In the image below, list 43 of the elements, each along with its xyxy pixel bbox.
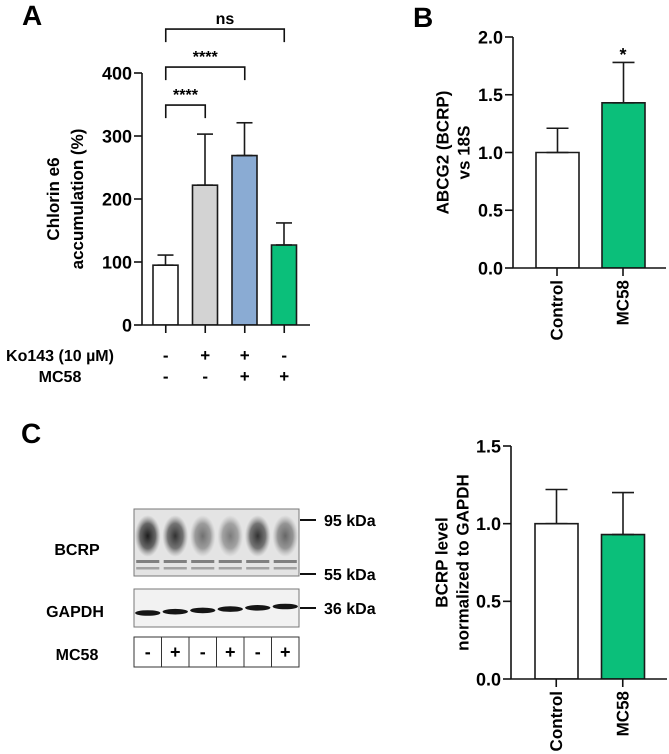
category-label: - <box>200 642 206 662</box>
y-tick-label: 0.5 <box>478 200 503 221</box>
annotation: * <box>619 44 627 64</box>
y-tick-label: 1.5 <box>478 85 503 106</box>
text: GAPDH <box>46 604 104 621</box>
text: Ko143 (10 µM) <box>6 348 114 365</box>
category-label: - <box>144 642 151 662</box>
category-label: - <box>254 642 261 662</box>
category-label: + <box>224 642 236 662</box>
y-tick-label: 0.0 <box>478 258 503 278</box>
text: ns <box>216 11 234 28</box>
x-tick-label: + + <box>240 346 250 386</box>
text: BCRP <box>54 542 100 559</box>
y-tick-label: 0 <box>122 315 132 336</box>
y-axis-title: Chlorin e6 accumulation (%) <box>44 128 87 270</box>
text: **** <box>192 49 218 66</box>
x-tick-label: Control <box>548 280 566 340</box>
y-tick-label: 300 <box>102 126 132 146</box>
category-label: + <box>170 642 181 662</box>
text: 95 kDa <box>324 513 376 530</box>
y-tick-label: 0.0 <box>476 669 501 690</box>
y-tick-label: 1.0 <box>478 142 503 163</box>
x-tick-label: - + <box>279 346 290 386</box>
x-tick-label: - - <box>162 346 169 386</box>
y-axis-title: ABCG2 (BCRP) vs 18S <box>433 90 474 214</box>
annotation: **** <box>173 87 199 104</box>
category-label: + <box>280 642 291 662</box>
y-tick-label: 1.5 <box>476 436 501 456</box>
chart-title: B <box>413 2 434 33</box>
text: 55 kDa <box>324 567 376 584</box>
y-axis-title: BCRP level normalized to GAPDH <box>432 474 472 651</box>
text: 36 kDa <box>324 601 376 618</box>
x-tick-label: + - <box>200 346 210 386</box>
y-tick-label: 2.0 <box>478 27 503 48</box>
y-tick-label: 200 <box>102 189 132 210</box>
chart-title: A <box>22 0 42 31</box>
y-tick-label: 0.5 <box>476 592 501 612</box>
y-tick-label: 1.0 <box>476 514 501 534</box>
text: C <box>21 418 42 449</box>
y-tick-label: 100 <box>102 252 132 272</box>
text: MC58 <box>56 647 98 664</box>
y-tick-label: 400 <box>102 63 132 84</box>
x-tick-label: Control <box>546 691 566 752</box>
